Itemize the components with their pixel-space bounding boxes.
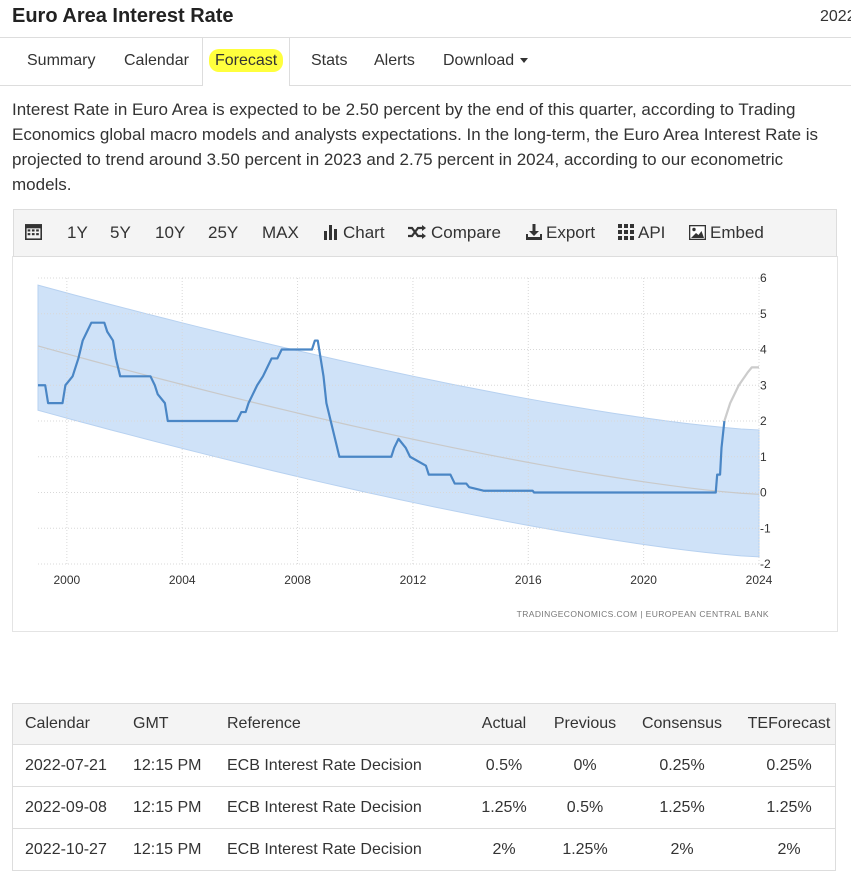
col-header-gmt: GMT <box>121 703 215 745</box>
y-tick-label: -1 <box>760 521 771 535</box>
y-tick-label: 6 <box>760 271 767 285</box>
chart-type-label: Chart <box>343 223 385 242</box>
embed-label: Embed <box>710 223 764 242</box>
tab-calendar[interactable]: Calendar <box>124 52 189 69</box>
cell-time: 12:15 PM <box>121 828 215 871</box>
cell-reference[interactable]: ECB Interest Rate Decision <box>215 828 459 871</box>
calendar-icon <box>25 224 42 240</box>
forecast-description: Interest Rate in Euro Area is expected t… <box>12 100 819 194</box>
calendar-button[interactable] <box>25 210 46 256</box>
tab-download-label: Download <box>443 52 515 69</box>
embed-button[interactable]: Embed <box>688 210 764 256</box>
cell-reference[interactable]: ECB Interest Rate Decision <box>215 786 459 829</box>
col-header-consensus: Consensus <box>621 703 743 745</box>
page-title: Euro Area Interest Rate <box>12 5 234 27</box>
calendar-table: Calendar GMT Reference Actual Previous C… <box>12 703 836 871</box>
x-tick-label: 2024 <box>746 573 773 587</box>
year-label: 2022 <box>820 8 851 25</box>
cell-teforecast: 1.25% <box>743 786 836 829</box>
grid-icon <box>618 224 634 240</box>
x-tick-label: 2004 <box>169 573 196 587</box>
cell-previous: 0.5% <box>549 786 621 829</box>
cell-actual: 0.5% <box>459 744 549 787</box>
range-5y-button[interactable]: 5Y <box>110 223 131 242</box>
image-icon <box>688 224 707 241</box>
download-icon <box>526 224 542 240</box>
cell-actual: 2% <box>459 828 549 871</box>
range-1y-button[interactable]: 1Y <box>67 223 88 242</box>
cell-consensus: 1.25% <box>621 786 743 829</box>
table-row: 2022-07-21 12:15 PM ECB Interest Rate De… <box>12 744 836 787</box>
cell-teforecast: 0.25% <box>743 744 836 787</box>
tab-summary[interactable]: Summary <box>27 52 96 69</box>
api-label: API <box>638 223 666 242</box>
col-header-calendar: Calendar <box>12 703 121 745</box>
chart-toolbar: 1Y 5Y 10Y 25Y MAX Chart Compare Export A… <box>13 209 837 257</box>
x-tick-label: 2008 <box>284 573 311 587</box>
y-tick-label: -2 <box>760 557 771 571</box>
range-10y-button[interactable]: 10Y <box>155 223 186 242</box>
chart-source-label: TRADINGECONOMICS.COM | EUROPEAN CENTRAL … <box>517 609 769 619</box>
trend-line <box>37 345 760 495</box>
cell-teforecast: 2% <box>743 828 836 871</box>
cell-time: 12:15 PM <box>121 744 215 787</box>
cell-time: 12:15 PM <box>121 786 215 829</box>
tab-alerts[interactable]: Alerts <box>374 52 415 69</box>
col-header-actual: Actual <box>459 703 549 745</box>
cell-reference[interactable]: ECB Interest Rate Decision <box>215 744 459 787</box>
interest-rate-chart: 2000 2004 2008 2012 2016 2020 2024 6 5 4 3 2 1 0 -1 -2 T… <box>37 271 773 619</box>
forecast-line <box>723 366 759 422</box>
cell-date: 2022-07-21 <box>12 744 121 787</box>
export-label: Export <box>546 223 596 242</box>
y-tick-label: 5 <box>760 307 767 321</box>
x-tick-label: 2000 <box>53 573 80 587</box>
tab-forecast[interactable]: Forecast <box>202 38 291 86</box>
cell-previous: 0% <box>549 744 621 787</box>
title-bar: Euro Area Interest Rate 2022 <box>0 0 851 36</box>
tab-download[interactable]: Download <box>443 38 529 85</box>
bar-chart-icon <box>324 225 337 240</box>
chart-type-button[interactable]: Chart <box>323 210 385 256</box>
cell-actual: 1.25% <box>459 786 549 829</box>
tab-bar: Summary Calendar Forecast Stats Alerts D… <box>0 37 851 86</box>
cell-consensus: 2% <box>621 828 743 871</box>
compare-label: Compare <box>431 223 501 242</box>
y-tick-label: 1 <box>760 450 767 464</box>
cell-date: 2022-10-27 <box>12 828 121 871</box>
chart-area: 2000 2004 2008 2012 2016 2020 2024 6 5 4 3 2 1 0 -1 -2 T… <box>12 256 838 632</box>
table-header-row: Calendar GMT Reference Actual Previous C… <box>12 703 836 745</box>
col-header-reference: Reference <box>215 703 459 745</box>
table-row: 2022-09-08 12:15 PM ECB Interest Rate De… <box>12 786 836 829</box>
x-tick-label: 2016 <box>515 573 542 587</box>
compare-button[interactable]: Compare <box>407 210 501 256</box>
x-tick-label: 2012 <box>400 573 427 587</box>
y-tick-label: 2 <box>760 414 767 428</box>
export-button[interactable]: Export <box>526 210 595 256</box>
interest-rate-line <box>38 321 726 494</box>
y-tick-label: 4 <box>760 343 767 357</box>
cell-date: 2022-09-08 <box>12 786 121 829</box>
cell-consensus: 0.25% <box>621 744 743 787</box>
tab-forecast-label: Forecast <box>209 49 284 72</box>
range-max-button[interactable]: MAX <box>262 223 299 242</box>
col-header-previous: Previous <box>549 703 621 745</box>
x-tick-label: 2020 <box>630 573 657 587</box>
cell-previous: 1.25% <box>549 828 621 871</box>
table-row: 2022-10-27 12:15 PM ECB Interest Rate De… <box>12 828 836 871</box>
range-25y-button[interactable]: 25Y <box>208 223 239 242</box>
col-header-teforecast: TEForecast <box>743 703 836 745</box>
chevron-down-icon <box>520 58 529 64</box>
y-tick-label: 0 <box>760 486 767 500</box>
shuffle-icon <box>408 225 426 239</box>
y-tick-label: 3 <box>760 378 767 392</box>
tab-stats[interactable]: Stats <box>311 52 348 69</box>
api-button[interactable]: API <box>618 210 665 256</box>
